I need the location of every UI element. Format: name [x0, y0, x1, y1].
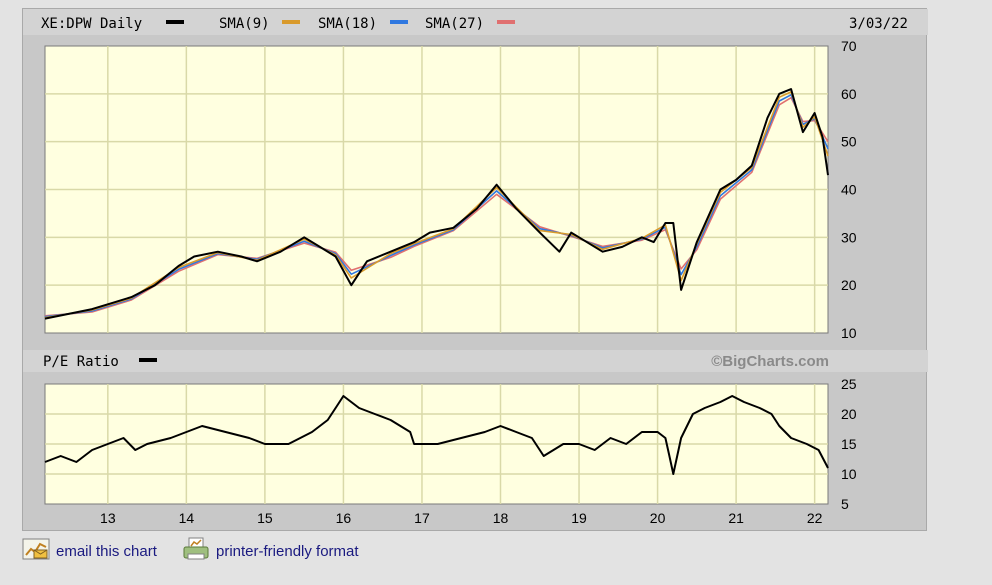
- pe-label: P/E Ratio: [43, 354, 119, 370]
- y-tick-label: 60: [841, 86, 857, 102]
- printer-friendly-label: printer-friendly format: [216, 543, 359, 560]
- legend-label: SMA(18): [318, 16, 377, 32]
- x-tick-label: 14: [179, 510, 195, 526]
- chart-svg: XE:DPW Daily SMA(9) SMA(18) SMA(27) 3/03/2…: [23, 9, 928, 526]
- y-tick-label: 70: [841, 38, 857, 54]
- y-tick-label: 30: [841, 229, 857, 245]
- x-tick-label: 18: [493, 510, 509, 526]
- chart-links: email this chart printer-friendly format: [22, 537, 622, 577]
- legend-swatch: [390, 20, 408, 24]
- price-grid: [45, 46, 828, 333]
- y-tick-label: 15: [841, 436, 857, 452]
- y-tick-label: 40: [841, 182, 857, 198]
- x-tick-label: 20: [650, 510, 666, 526]
- pe-legend-swatch: [139, 358, 157, 362]
- symbol-label: XE:DPW Daily: [41, 16, 142, 32]
- series-line-p-e-ratio: [44, 395, 829, 475]
- x-tick-label: 22: [807, 510, 823, 526]
- watermark: ©BigCharts.com: [711, 353, 829, 370]
- price-y-axis: 10 20 30 40 50 60 70: [841, 38, 857, 341]
- y-tick-label: 50: [841, 134, 857, 150]
- pe-y-axis: 5 10 15 20 25: [841, 376, 857, 512]
- email-chart-icon: [22, 537, 50, 561]
- y-tick-label: 25: [841, 376, 857, 392]
- printer-icon: [182, 537, 210, 561]
- y-tick-label: 10: [841, 325, 857, 341]
- legend: SMA(9) SMA(18) SMA(27): [219, 16, 515, 32]
- x-tick-label: 19: [571, 510, 587, 526]
- email-chart-link[interactable]: email this chart: [22, 537, 157, 561]
- y-tick-label: 20: [841, 277, 857, 293]
- series-line-xe-dpw-daily: [44, 88, 829, 320]
- printer-friendly-link[interactable]: printer-friendly format: [182, 537, 359, 561]
- chart-frame: XE:DPW Daily SMA(9) SMA(18) SMA(27) 3/03/2…: [22, 8, 928, 531]
- y-tick-label: 20: [841, 406, 857, 422]
- x-tick-label: 15: [257, 510, 273, 526]
- price-legend-swatch: [166, 20, 184, 24]
- email-chart-label: email this chart: [56, 543, 157, 560]
- legend-swatch: [282, 20, 300, 24]
- price-series-group: [44, 88, 829, 320]
- legend-swatch: [497, 20, 515, 24]
- legend-label: SMA(9): [219, 16, 270, 32]
- x-axis: 13 14 15 16 17 18 19 20 21 22: [100, 510, 823, 526]
- chart-date: 3/03/22: [849, 16, 908, 32]
- pe-header-bar: [23, 350, 928, 372]
- x-tick-label: 16: [336, 510, 352, 526]
- x-tick-label: 13: [100, 510, 116, 526]
- y-tick-label: 5: [841, 496, 849, 512]
- x-tick-label: 17: [414, 510, 430, 526]
- x-tick-label: 21: [728, 510, 744, 526]
- y-tick-label: 10: [841, 466, 857, 482]
- pe-series-group: [44, 395, 829, 475]
- legend-label: SMA(27): [425, 16, 484, 32]
